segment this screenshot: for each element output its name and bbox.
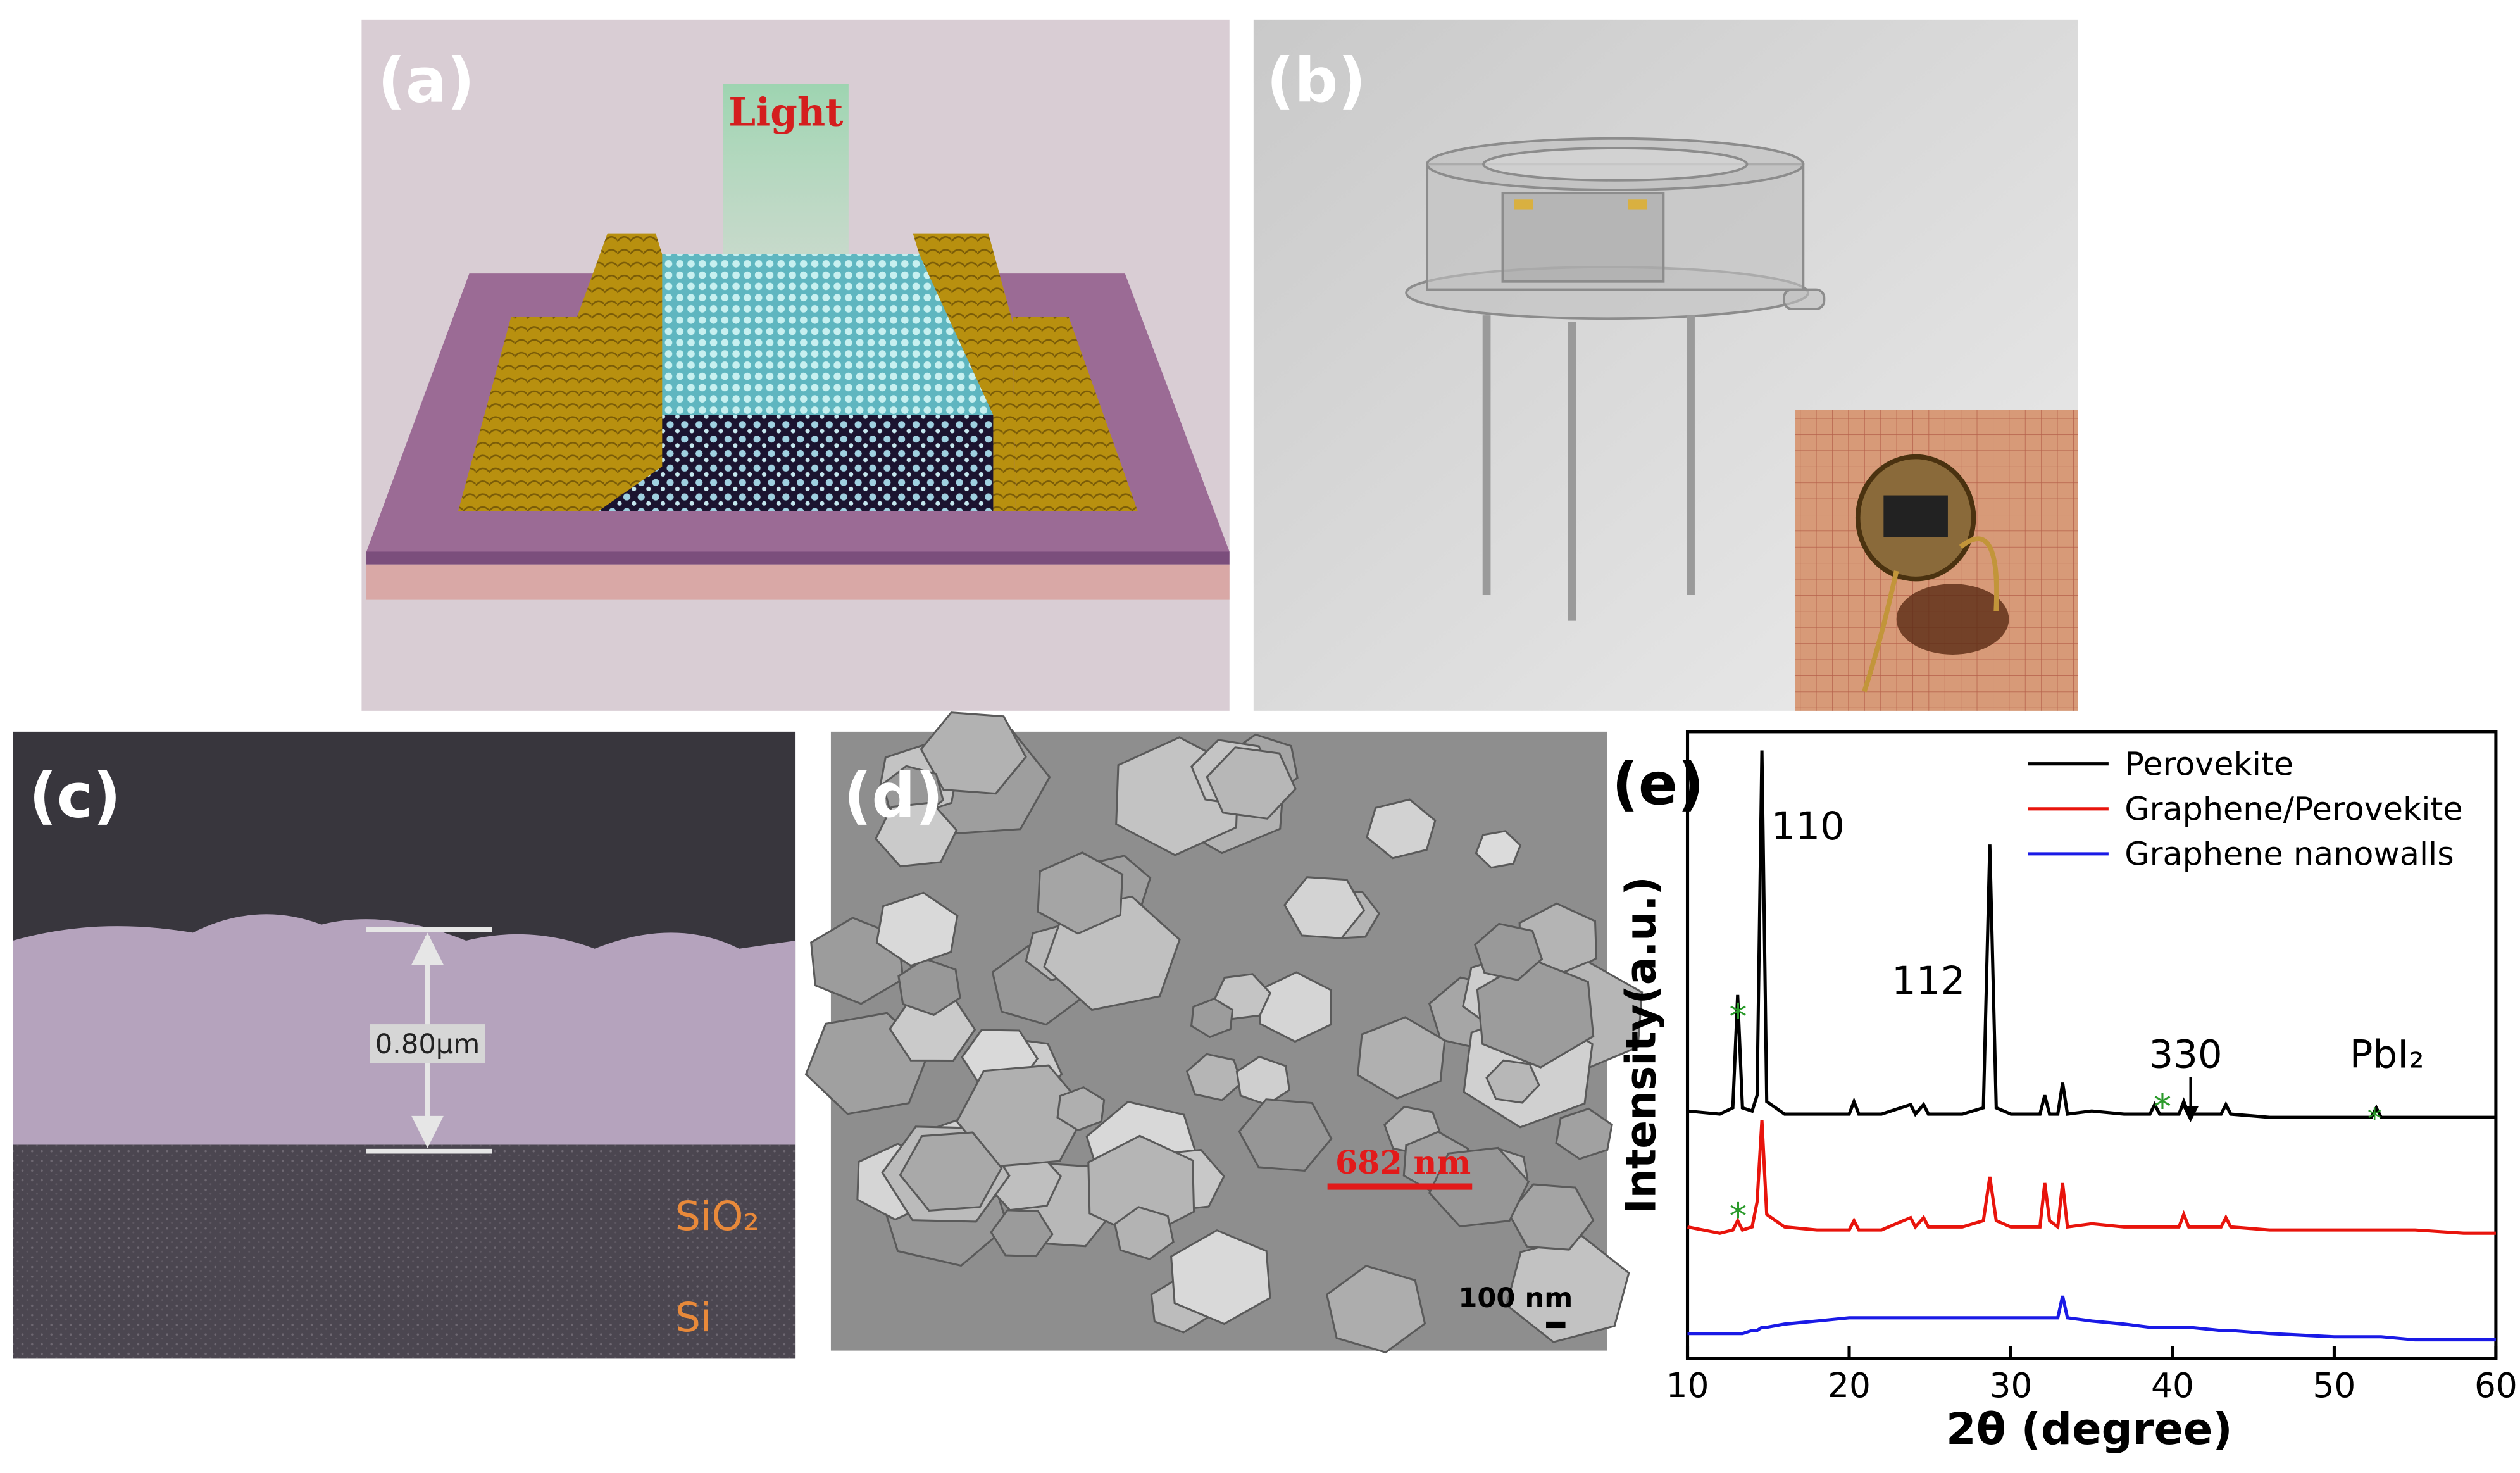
size-label: 682 nm bbox=[1335, 1143, 1471, 1181]
electrode bbox=[1012, 317, 1138, 511]
layer-label: SiO₂ bbox=[675, 1193, 759, 1239]
electrode bbox=[572, 233, 663, 511]
grain bbox=[1325, 1265, 1426, 1354]
scale-bar bbox=[1546, 1321, 1566, 1329]
annotation: * bbox=[1730, 997, 1747, 1038]
shadow bbox=[1896, 584, 2009, 655]
panel-a: Light (a) bbox=[361, 19, 1230, 711]
light-beam bbox=[723, 84, 849, 269]
perovskite-top bbox=[597, 254, 994, 415]
silicon-layer bbox=[366, 564, 1230, 600]
grain bbox=[897, 958, 961, 1017]
series-line bbox=[1687, 1295, 2496, 1342]
grain bbox=[875, 891, 959, 967]
panel-label: (c) bbox=[29, 760, 121, 831]
series-line bbox=[1687, 750, 2496, 1119]
grain bbox=[1190, 998, 1234, 1039]
grain bbox=[1170, 1229, 1271, 1326]
grain bbox=[1185, 1053, 1243, 1101]
grain bbox=[899, 1131, 1003, 1212]
panel-label: (a) bbox=[378, 44, 475, 116]
grain bbox=[1113, 1206, 1175, 1260]
panel-d-labels: 682 nm 100 nm (d) bbox=[844, 760, 1573, 1329]
pad bbox=[1514, 199, 1533, 210]
electrode bbox=[458, 317, 582, 511]
grain bbox=[990, 1209, 1054, 1258]
grain bbox=[1555, 1107, 1613, 1160]
arrow-head bbox=[411, 932, 444, 965]
panel-d bbox=[804, 711, 1644, 1354]
annotation: * bbox=[1730, 1196, 1747, 1238]
electrode bbox=[913, 233, 1016, 511]
grain bbox=[920, 711, 1027, 795]
annotation: 112 bbox=[1892, 958, 1965, 1003]
series-line bbox=[1687, 1120, 2496, 1235]
y-axis-title: Intensity(a.u.) bbox=[1617, 876, 1666, 1213]
pad bbox=[1628, 199, 1648, 210]
x-tick-label: 30 bbox=[1990, 1365, 2033, 1405]
annotation: * bbox=[2154, 1087, 2171, 1128]
grain bbox=[1206, 746, 1297, 820]
annotation: * bbox=[2367, 1102, 2382, 1136]
device-leads bbox=[1862, 536, 1999, 693]
label-box bbox=[370, 1024, 485, 1063]
x-tick-label: 40 bbox=[2151, 1365, 2194, 1405]
panel-b: (b) bbox=[1253, 19, 2078, 711]
window bbox=[1482, 147, 1749, 182]
grain bbox=[1428, 1146, 1530, 1228]
annotation: PbI₂ bbox=[2350, 1032, 2424, 1077]
tab bbox=[1782, 288, 1826, 310]
x-tick-label: 50 bbox=[2312, 1365, 2355, 1405]
scale-label: 100 nm bbox=[1458, 1282, 1573, 1314]
layer-label: Si bbox=[675, 1294, 712, 1341]
panel-e: (e) 2θ (degree) Intensity(a.u.) 10 20 30 40… bbox=[1612, 730, 2517, 1455]
legend-label: Perovekite bbox=[2124, 745, 2293, 782]
x-tick-label: 20 bbox=[1828, 1365, 1871, 1405]
grain bbox=[1485, 1059, 1540, 1104]
panel-label: (b) bbox=[1266, 44, 1366, 116]
x-tick-label: 60 bbox=[2474, 1365, 2517, 1405]
grain bbox=[1356, 1016, 1446, 1100]
legend-label: Graphene nanowalls bbox=[2124, 836, 2454, 873]
grain bbox=[1037, 851, 1124, 935]
annotation: 110 bbox=[1771, 804, 1845, 849]
x-axis-title: 2θ (degree) bbox=[1946, 1404, 2233, 1455]
grain bbox=[1056, 1086, 1106, 1132]
grain bbox=[1238, 1098, 1333, 1172]
device-window bbox=[1883, 495, 1948, 537]
legend-label: Graphene/Perovekite bbox=[2124, 791, 2462, 828]
perovskite-side bbox=[597, 415, 994, 511]
panel-label: (e) bbox=[1612, 750, 1704, 818]
panel-c: 0.80μm SiO₂ Si (c) bbox=[13, 731, 796, 1359]
x-tick-label: 10 bbox=[1666, 1365, 1709, 1405]
annotation-arrow-head bbox=[2182, 1106, 2199, 1122]
annotation: 330 bbox=[2149, 1032, 2222, 1077]
thickness-label: 0.80μm bbox=[375, 1029, 480, 1060]
grain bbox=[1283, 876, 1366, 939]
grain bbox=[874, 801, 958, 868]
arrow-head bbox=[411, 1115, 444, 1148]
grain bbox=[1505, 1234, 1630, 1343]
grain bbox=[1476, 957, 1595, 1069]
substrate bbox=[13, 1144, 796, 1359]
plot-frame bbox=[1685, 730, 2498, 1360]
panel-label: (d) bbox=[844, 760, 943, 831]
oxide-layer bbox=[366, 551, 1230, 565]
grain bbox=[1475, 830, 1522, 869]
light-label: Light bbox=[728, 90, 843, 135]
grain bbox=[1474, 922, 1544, 981]
grain bbox=[1366, 798, 1437, 860]
